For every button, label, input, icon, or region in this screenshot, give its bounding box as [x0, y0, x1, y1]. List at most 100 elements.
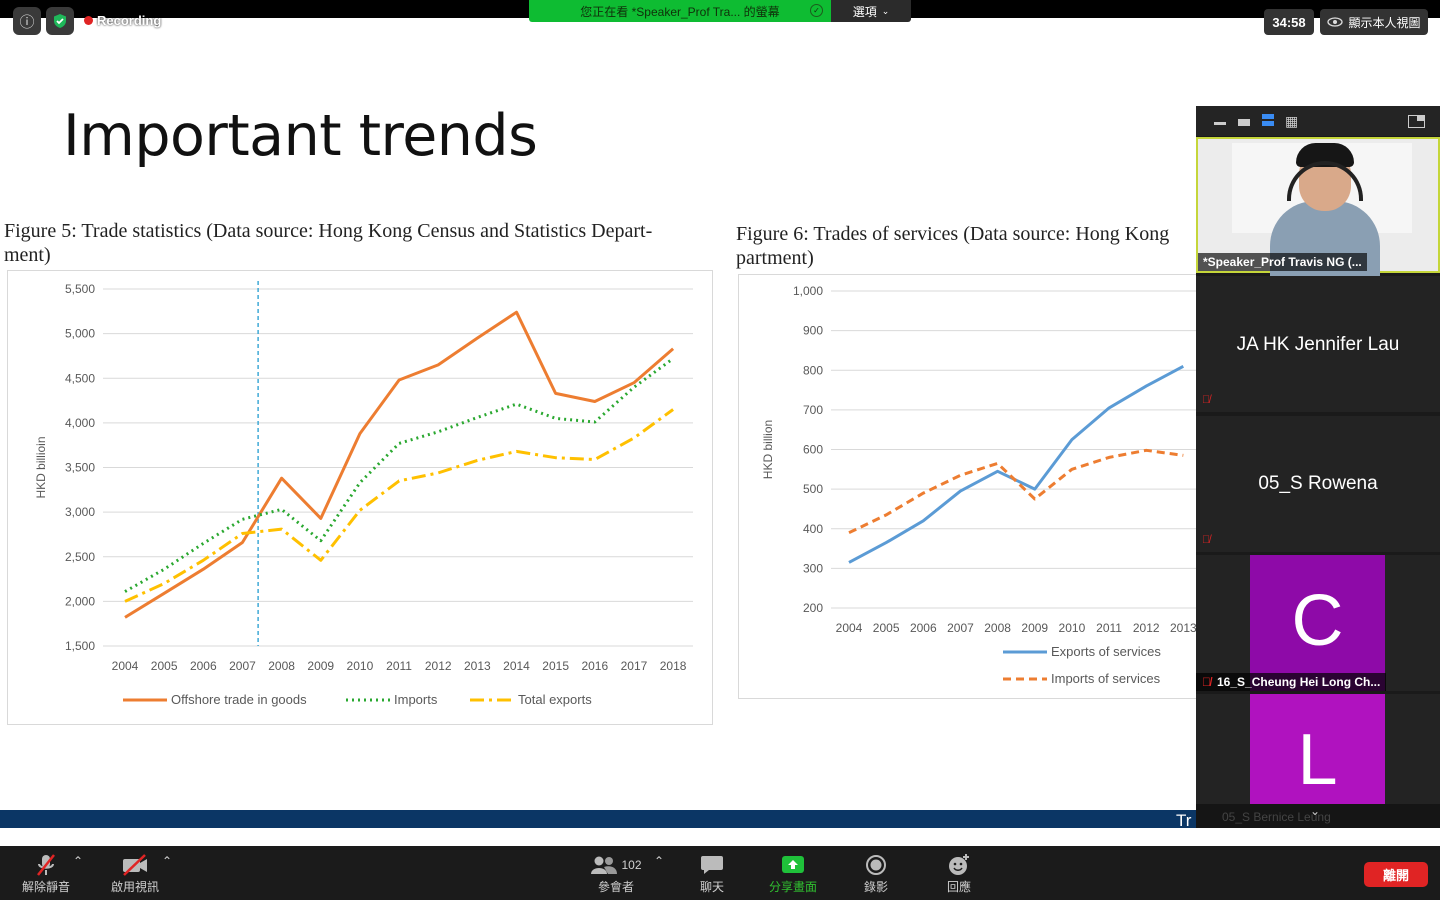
recording-dot-icon: [84, 16, 93, 25]
check-circle-icon: ✓: [810, 4, 823, 17]
y-tick-label: 700: [803, 403, 823, 417]
y-tick-label: 2,500: [65, 550, 95, 564]
participant-tile[interactable]: 05_S Rowena 🎙̸: [1196, 416, 1440, 552]
x-tick-label: 2004: [112, 659, 139, 673]
x-tick-label: 2005: [873, 621, 900, 635]
gallery-header: ▦: [1196, 106, 1440, 136]
figure6-chart-frame: 200 300 400 500 600 700 800 900 1,000 2004 2005 200…: [738, 274, 1210, 699]
reactions-button[interactable]: 回應: [935, 852, 983, 895]
y-tick-label: 1,500: [65, 639, 95, 653]
meeting-info-icon[interactable]: ⓘ: [13, 7, 41, 35]
recording-indicator: Recording: [84, 13, 161, 28]
participant-avatar: C: [1250, 555, 1385, 691]
chat-button[interactable]: 聊天: [688, 852, 736, 895]
share-screen-button[interactable]: 分享畫面: [764, 852, 822, 895]
x-tick-label: 2013: [1170, 621, 1197, 635]
audio-options-chevron-icon[interactable]: ⌃: [72, 854, 84, 868]
participant-name: JA HK Jennifer Lau: [1236, 334, 1400, 355]
eye-icon: [1327, 17, 1344, 27]
legend-label: Total exports: [518, 692, 592, 707]
y-tick-label: 3,000: [65, 505, 95, 519]
series-line-total-exports: [124, 408, 674, 603]
slide-footer-text: Tr: [1176, 811, 1192, 830]
x-tick-label: 2005: [151, 659, 178, 673]
figure5-caption-line1: Figure 5: Trade statistics (Data source:…: [4, 220, 653, 242]
y-tick-label: 4,000: [65, 416, 95, 430]
figure5-caption: Figure 5: Trade statistics (Data source:…: [4, 219, 724, 267]
y-tick-label: 2,000: [65, 594, 95, 608]
x-tick-label: 2011: [1096, 621, 1122, 635]
participant-tile[interactable]: L 05_S Bernice Leung ⌄: [1196, 694, 1440, 828]
chat-bubble-icon: [688, 852, 736, 878]
muted-mic-icon: 🎙̸: [1202, 394, 1211, 406]
x-tick-label: 2004: [836, 621, 863, 635]
y-tick-label: 300: [803, 561, 823, 575]
participant-name: 16_S_Cheung Hei Long Ch...: [1217, 675, 1381, 689]
figure6-caption: Figure 6: Trades of services (Data sourc…: [736, 222, 1206, 270]
video-options-chevron-icon[interactable]: ⌃: [161, 854, 173, 868]
pop-out-icon[interactable]: [1408, 115, 1425, 128]
speaker-view-icon[interactable]: [1238, 119, 1250, 126]
show-self-view-button[interactable]: 顯示本人視圖: [1320, 9, 1428, 35]
y-axis-label: HKD billion: [761, 420, 775, 479]
figure6-caption-line1: Figure 6: Trades of services (Data sourc…: [736, 223, 1170, 245]
speaker-name-label: *Speaker_Prof Travis NG (...: [1198, 253, 1367, 271]
figure5-chart-frame: 1,500 2,000 2,500 3,000 3,500 4,000 4,500 5,000…: [7, 270, 713, 725]
participant-name: 05_S Rowena: [1258, 473, 1378, 494]
self-view-label: 顯示本人視圖: [1348, 15, 1421, 30]
y-tick-label: 800: [803, 363, 823, 377]
y-tick-label: 900: [803, 324, 823, 338]
legend-label: Imports of services: [1051, 671, 1161, 686]
y-tick-label: 4,500: [65, 371, 95, 385]
x-tick-label: 2010: [347, 659, 374, 673]
muted-mic-icon: 🎙̸: [1202, 675, 1211, 689]
meeting-toolbar: 解除靜音 ⌃ 啟用視訊 ⌃ 102 參會者 ⌃ 聊天 分享畫面 錄影: [0, 846, 1440, 900]
view-options-button[interactable]: 選項 ⌄: [831, 0, 911, 22]
y-tick-label: 400: [803, 522, 823, 536]
speaker-video-tile[interactable]: *Speaker_Prof Travis NG (...: [1196, 137, 1440, 281]
participants-button[interactable]: 102 參會者: [586, 852, 646, 895]
participant-tile[interactable]: JA HK Jennifer Lau 🎙̸: [1196, 276, 1440, 412]
share-screen-label: 分享畫面: [768, 880, 817, 894]
participant-name-label: 🎙̸ 16_S_Cheung Hei Long Ch...: [1196, 673, 1387, 691]
security-shield-icon[interactable]: [46, 7, 74, 35]
x-tick-label: 2012: [425, 659, 452, 673]
meeting-timer: 34:58: [1264, 9, 1314, 35]
gallery-grid-icon[interactable]: ▦: [1285, 113, 1299, 129]
participants-label: 參會者: [597, 880, 634, 894]
y-tick-label: 200: [803, 601, 823, 615]
x-tick-label: 2008: [984, 621, 1011, 635]
slide-footer-band: Tr: [0, 810, 1440, 830]
figure6-chart: 200 300 400 500 600 700 800 900 1,000 2004 2005 200…: [761, 284, 1209, 686]
leave-meeting-button[interactable]: 離開: [1364, 862, 1428, 887]
muted-mic-icon: 🎙̸: [1202, 534, 1211, 546]
x-tick-label: 2006: [910, 621, 937, 635]
record-button[interactable]: 錄影: [852, 852, 900, 895]
unmute-label: 解除靜音: [21, 880, 70, 894]
series-line-offshore-trade-in-goods: [124, 310, 675, 619]
x-tick-label: 2007: [229, 659, 256, 673]
smiley-add-icon: [935, 852, 983, 878]
x-tick-label: 2015: [542, 659, 569, 673]
participant-name-label: 05_S Bernice Leung: [1196, 804, 1440, 828]
unmute-button[interactable]: 解除靜音: [16, 852, 76, 895]
x-tick-label: 2013: [464, 659, 491, 673]
legend-label: Exports of services: [1051, 644, 1161, 659]
participants-count: 102: [621, 858, 642, 872]
x-tick-label: 2008: [268, 659, 295, 673]
viewing-banner: 您正在看 *Speaker_Prof Tra... 的螢幕 ✓: [529, 0, 831, 22]
start-video-label: 啟用視訊: [110, 880, 159, 894]
start-video-button[interactable]: 啟用視訊: [104, 852, 166, 895]
thumbnail-view-icon[interactable]: [1262, 114, 1274, 127]
viewing-text: 您正在看 *Speaker_Prof Tra... 的螢幕: [580, 4, 780, 19]
participants-options-chevron-icon[interactable]: ⌃: [653, 854, 665, 868]
x-tick-label: 2009: [307, 659, 334, 673]
legend-label: Imports: [394, 692, 438, 707]
minimize-icon[interactable]: [1214, 122, 1226, 125]
participant-tile[interactable]: C 🎙̸ 16_S_Cheung Hei Long Ch...: [1196, 555, 1440, 691]
participant-gallery: ▦ *Speaker_Prof Travis NG (... JA HK Jen…: [1196, 106, 1440, 828]
x-tick-label: 2010: [1059, 621, 1086, 635]
scroll-down-chevron-icon[interactable]: ⌄: [1310, 804, 1321, 818]
y-tick-label: 5,500: [65, 282, 95, 296]
x-tick-label: 2009: [1021, 621, 1048, 635]
